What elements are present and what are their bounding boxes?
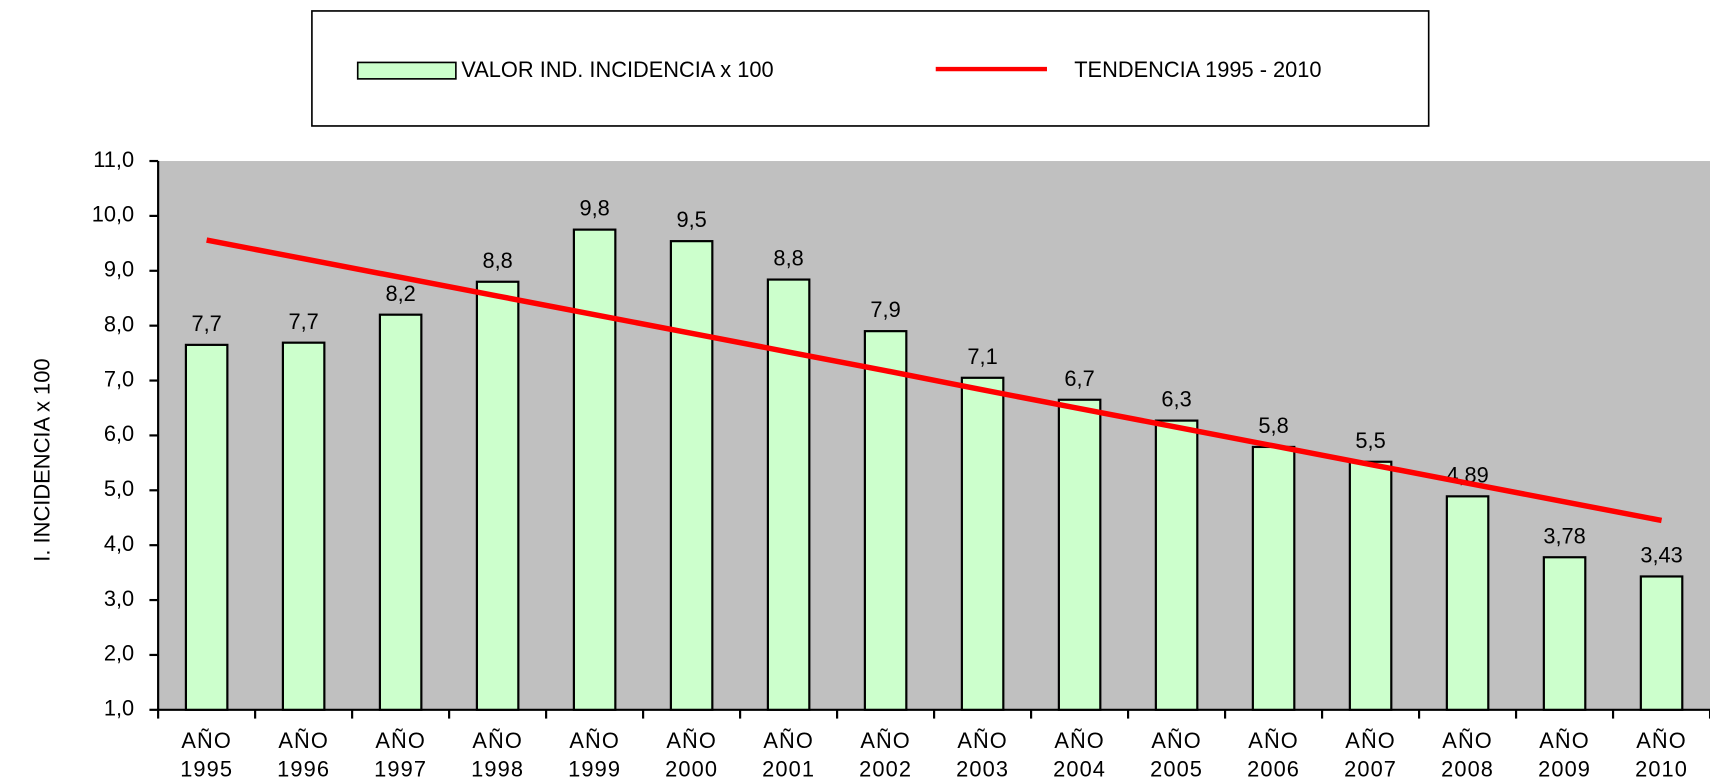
x-tick-label: AÑO 2006 bbox=[1247, 729, 1301, 783]
y-tick-label: 2,0 bbox=[104, 641, 134, 666]
data-label: 3,43 bbox=[1640, 542, 1682, 567]
x-tick-label: AÑO 2009 bbox=[1538, 729, 1592, 783]
legend-swatch bbox=[356, 61, 457, 80]
data-label: 8,8 bbox=[482, 248, 512, 273]
x-tick-label: AÑO 2008 bbox=[1441, 729, 1495, 783]
x-tick-label: AÑO 2000 bbox=[665, 729, 719, 783]
y-tick-label: 11,0 bbox=[93, 147, 134, 172]
x-tick-label: AÑO 1996 bbox=[277, 729, 331, 783]
bar bbox=[863, 330, 908, 711]
x-tick-label: AÑO 2001 bbox=[762, 729, 816, 783]
bar bbox=[572, 228, 617, 711]
data-label: 6,7 bbox=[1064, 366, 1094, 391]
data-label: 7,7 bbox=[288, 309, 318, 334]
y-tick-label: 5,0 bbox=[104, 476, 134, 501]
data-label: 5,8 bbox=[1258, 413, 1288, 438]
trend-line bbox=[206, 237, 1663, 524]
y-tick-label: 6,0 bbox=[104, 421, 134, 446]
x-tick-label: AÑO 2005 bbox=[1150, 729, 1204, 783]
legend-box bbox=[311, 10, 1430, 127]
bar bbox=[1445, 495, 1490, 711]
bar bbox=[960, 376, 1005, 711]
data-label: 5,5 bbox=[1355, 428, 1385, 453]
legend-label: VALOR IND. INCIDENCIA x 100 bbox=[461, 57, 773, 82]
y-tick-label: 9,0 bbox=[104, 257, 134, 282]
data-label: 6,3 bbox=[1161, 387, 1191, 412]
legend-label: TENDENCIA 1995 - 2010 bbox=[1074, 57, 1321, 82]
bar bbox=[1251, 445, 1296, 711]
bar bbox=[669, 240, 714, 711]
data-label: 8,2 bbox=[385, 281, 415, 306]
bar bbox=[1639, 575, 1684, 711]
x-tick-label: AÑO 2010 bbox=[1635, 729, 1689, 783]
x-tick-label: AÑO 2007 bbox=[1344, 729, 1398, 783]
data-label: 9,8 bbox=[579, 196, 609, 221]
bar bbox=[1542, 556, 1587, 711]
y-tick-label: 8,0 bbox=[104, 311, 134, 336]
y-axis-label: I. INCIDENCIA x 100 bbox=[29, 358, 54, 561]
x-tick-label: AÑO 2004 bbox=[1053, 729, 1107, 783]
data-label: 7,9 bbox=[870, 297, 900, 322]
y-tick-label: 10,0 bbox=[92, 202, 134, 227]
bar bbox=[475, 280, 520, 711]
x-tick-label: AÑO 1998 bbox=[471, 729, 525, 783]
x-tick-label: AÑO 1997 bbox=[374, 729, 428, 783]
bar bbox=[281, 341, 326, 711]
x-tick-label: AÑO 2002 bbox=[859, 729, 913, 783]
bar bbox=[1154, 419, 1199, 711]
x-tick-label: AÑO 1999 bbox=[568, 729, 622, 783]
x-tick-label: AÑO 2003 bbox=[956, 729, 1010, 783]
y-tick-label: 1,0 bbox=[104, 696, 134, 721]
data-label: 3,78 bbox=[1543, 523, 1585, 548]
y-tick-label: 4,0 bbox=[104, 531, 134, 556]
data-label: 9,5 bbox=[676, 207, 706, 232]
x-tick-label: AÑO 1995 bbox=[180, 729, 234, 783]
y-tick-label: 7,0 bbox=[104, 366, 134, 391]
bar bbox=[766, 278, 811, 711]
bar bbox=[378, 313, 423, 711]
data-label: 7,1 bbox=[967, 344, 997, 369]
bar bbox=[184, 343, 229, 711]
y-tick-label: 3,0 bbox=[104, 586, 134, 611]
bar bbox=[1057, 398, 1102, 711]
data-label: 8,8 bbox=[773, 246, 803, 271]
data-label: 7,7 bbox=[191, 311, 221, 336]
bar bbox=[1348, 460, 1393, 711]
